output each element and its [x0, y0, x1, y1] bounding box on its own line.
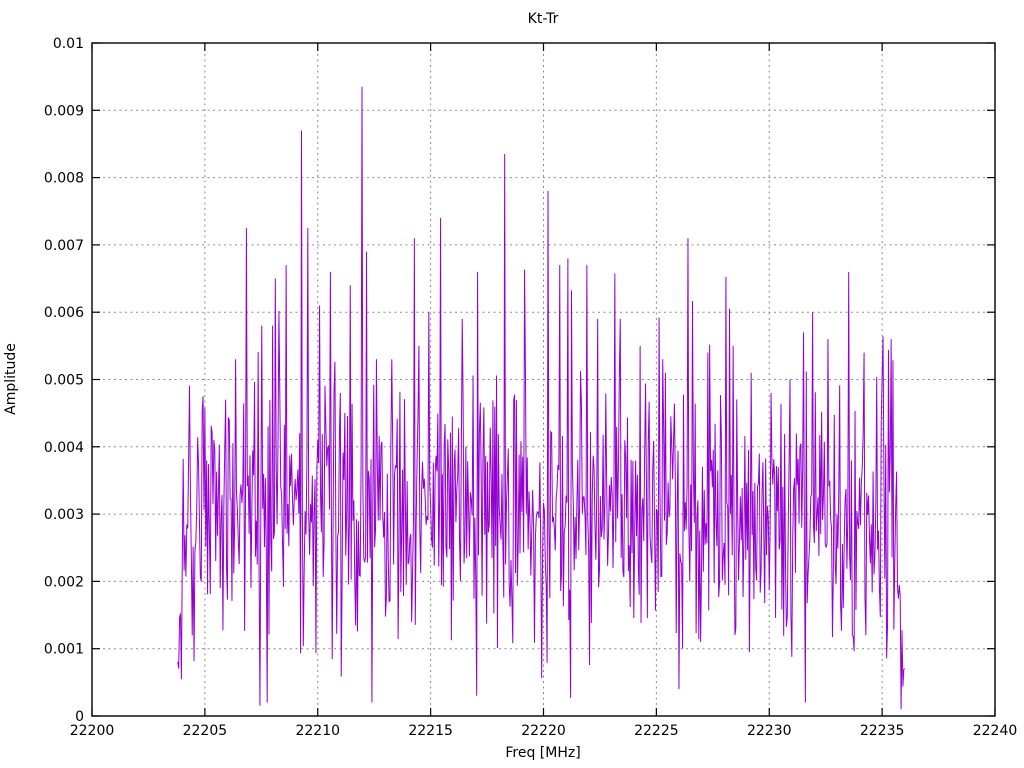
y-tick-label: 0.008: [44, 171, 84, 187]
y-axis-label: Amplitude: [3, 343, 19, 415]
y-tick-label: 0.01: [53, 36, 84, 52]
y-tick-label: 0.009: [44, 103, 84, 119]
y-tick-label: 0: [75, 709, 84, 725]
x-tick-label: 22215: [408, 723, 453, 739]
grid-layer: [92, 43, 995, 716]
x-tick-label: 22210: [295, 723, 340, 739]
y-tick-label: 0.003: [44, 507, 84, 523]
x-tick-label: 22200: [70, 723, 115, 739]
label-layer: Kt-Tr Freq [MHz] Amplitude: [3, 11, 581, 761]
x-axis-label: Freq [MHz]: [505, 745, 580, 761]
x-tick-label: 22205: [183, 723, 228, 739]
chart-title: Kt-Tr: [528, 11, 559, 27]
y-tick-label: 0.007: [44, 238, 84, 254]
y-tick-label: 0.004: [44, 440, 84, 456]
x-tick-label: 22225: [634, 723, 679, 739]
y-tick-label: 0.005: [44, 373, 84, 389]
spectrum-line-series: [177, 86, 906, 710]
x-tick-label: 22220: [521, 723, 566, 739]
y-tick-label: 0.001: [44, 642, 84, 658]
plot-border: [91, 42, 996, 717]
x-tick-label: 22235: [860, 723, 905, 739]
x-tick-label: 22230: [747, 723, 792, 739]
y-tick-label: 0.006: [44, 305, 84, 321]
x-tick-label: 22240: [973, 723, 1018, 739]
y-tick-label: 0.002: [44, 574, 84, 590]
data-layer: [177, 86, 906, 710]
tick-layer: 22200 22205 22210 22215 22220 22225 22230 22235…: [44, 36, 1017, 739]
